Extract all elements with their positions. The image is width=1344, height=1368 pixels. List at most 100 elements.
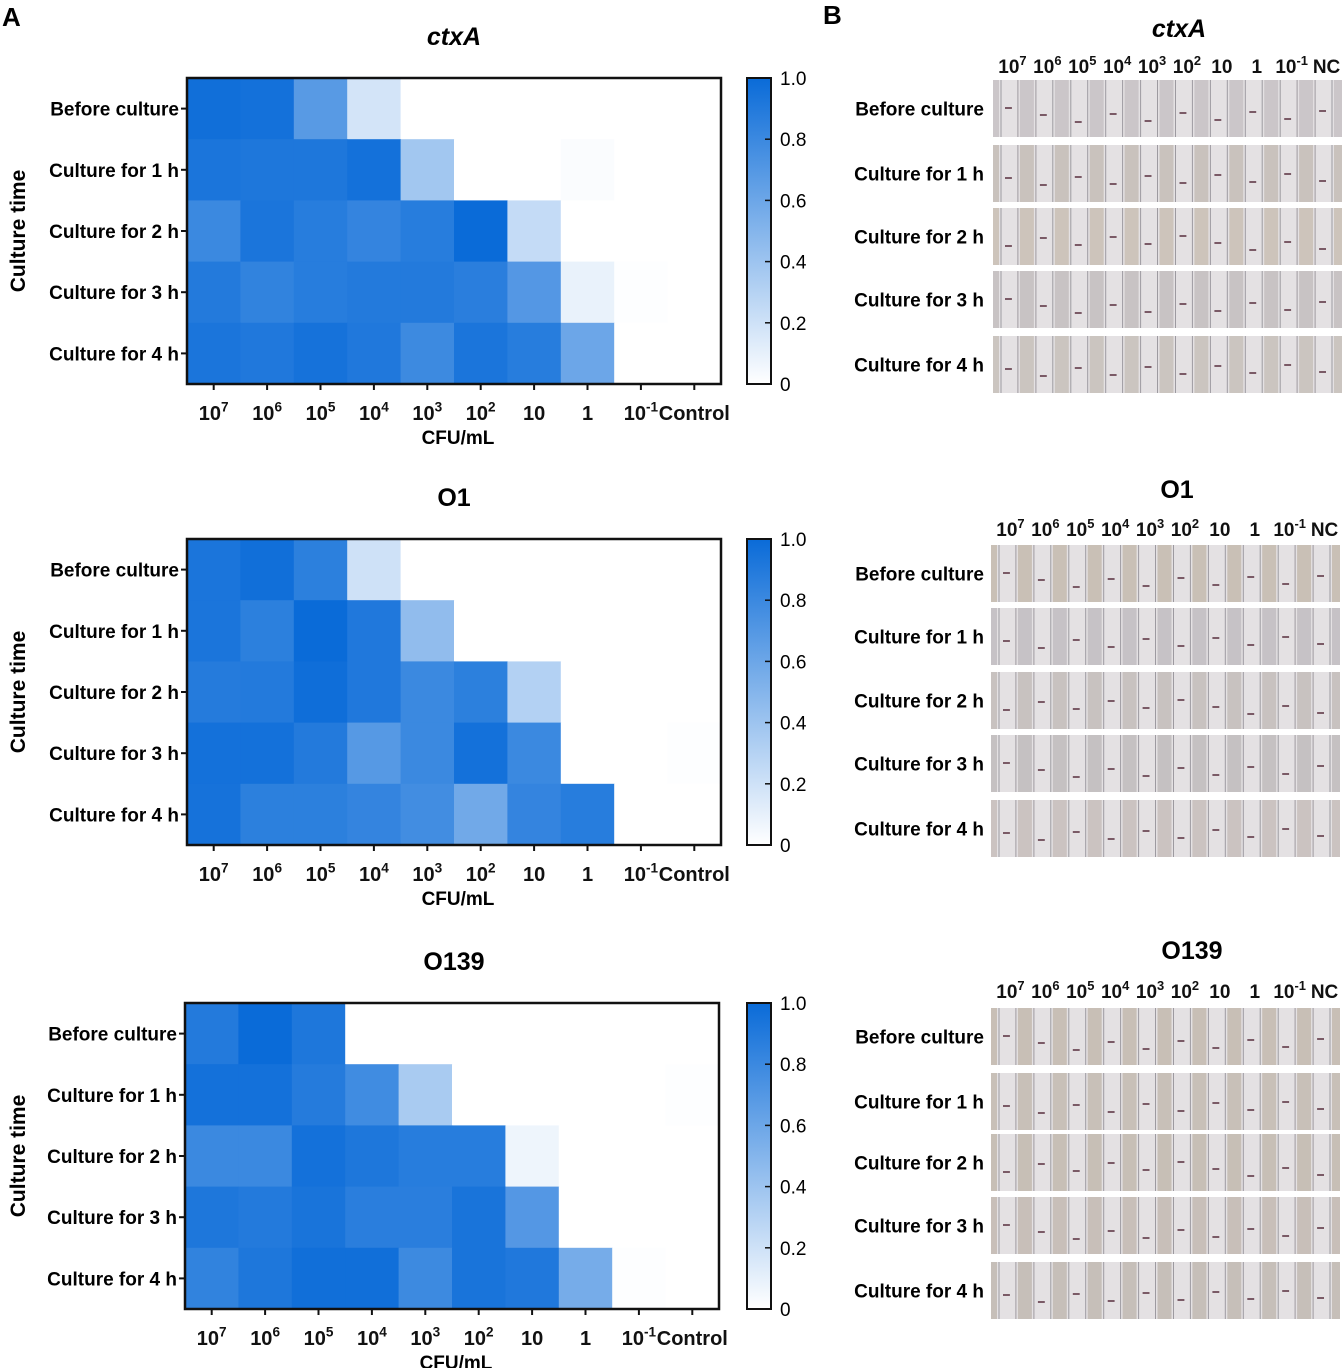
heatmap-cell bbox=[400, 200, 455, 263]
strip-column-label: 10 bbox=[1211, 57, 1232, 78]
x-tick-label: 102 bbox=[466, 861, 496, 886]
heatmap-cell bbox=[347, 78, 402, 140]
heatmap-cell bbox=[187, 661, 241, 724]
test-strip bbox=[1066, 672, 1088, 729]
y-tick-label: Culture for 2 h bbox=[49, 222, 179, 243]
test-strip bbox=[1241, 800, 1263, 857]
x-axis-label: CFU/mL bbox=[422, 428, 495, 449]
strip-column-label: 104 bbox=[1101, 516, 1130, 541]
heatmap-cell bbox=[238, 1064, 293, 1126]
test-strip bbox=[1313, 145, 1334, 202]
heatmap-cell bbox=[454, 661, 508, 724]
strip-panel-1: O1 107 106 105 104 103 102 10 1 10-1 NC Before cult… bbox=[854, 476, 1340, 857]
colorbar-tick-label: 0.2 bbox=[780, 775, 806, 796]
test-strip bbox=[997, 800, 1018, 857]
heatmap-cell bbox=[560, 600, 615, 662]
panel-label-b: B bbox=[823, 0, 842, 30]
panel-label-a: A bbox=[2, 2, 21, 32]
heatmap-cell bbox=[558, 1186, 613, 1249]
strip-column-label: 105 bbox=[1066, 516, 1094, 541]
strip-column-label: 10-1 bbox=[1273, 516, 1306, 541]
test-strip bbox=[1101, 545, 1123, 602]
y-axis-label: Culture time bbox=[7, 1095, 30, 1218]
strip-row-label: Culture for 3 h bbox=[854, 291, 984, 312]
heatmap-cell bbox=[293, 600, 348, 662]
strip-column-label: 107 bbox=[998, 53, 1026, 78]
heatmap-cell bbox=[667, 78, 722, 140]
x-tick-label: Control bbox=[657, 1328, 728, 1350]
colorbar-tick-label: 0.2 bbox=[780, 1239, 806, 1260]
heatmap-cell bbox=[614, 600, 669, 662]
heatmap-cell bbox=[398, 1125, 453, 1188]
test-strip bbox=[1243, 336, 1265, 393]
test-strip bbox=[1066, 735, 1088, 792]
heatmap-cell bbox=[560, 200, 615, 263]
test-strip bbox=[1031, 1262, 1053, 1319]
heatmap-cell bbox=[240, 722, 295, 785]
heatmap-cell bbox=[293, 200, 348, 263]
heatmap-cell bbox=[665, 1003, 720, 1065]
heatmap-cell bbox=[291, 1125, 346, 1188]
heatmap-cell bbox=[400, 78, 455, 140]
test-strip bbox=[1208, 271, 1230, 328]
heatmap-cell bbox=[667, 539, 722, 601]
test-strip bbox=[1313, 80, 1334, 137]
heatmap-cell bbox=[398, 1247, 453, 1310]
heatmap-cell bbox=[454, 322, 508, 385]
heatmap-cell bbox=[612, 1186, 667, 1249]
heatmap-cell bbox=[238, 1186, 293, 1249]
test-strip bbox=[1311, 1008, 1332, 1065]
heatmap-cell bbox=[291, 1064, 346, 1126]
x-tick-label: 10 bbox=[523, 864, 545, 886]
test-strip bbox=[1206, 1262, 1228, 1319]
heatmap-cell bbox=[240, 139, 295, 201]
test-strip bbox=[1136, 1008, 1158, 1065]
heatmap-cell bbox=[507, 539, 562, 601]
heatmap-cell bbox=[560, 322, 615, 385]
strip-column-label: 10-1 bbox=[1275, 53, 1308, 78]
colorbar-tick-label: 0.6 bbox=[780, 1116, 806, 1137]
x-tick-label: 103 bbox=[412, 861, 442, 886]
heatmap-cell bbox=[507, 139, 562, 201]
strip-column-label: 106 bbox=[1031, 516, 1059, 541]
heatmap-cell bbox=[614, 322, 669, 385]
heatmap-cell bbox=[240, 322, 295, 385]
test-strip bbox=[1171, 1008, 1193, 1065]
test-strip bbox=[1138, 80, 1160, 137]
colorbar-tick-label: 0.2 bbox=[780, 314, 806, 335]
test-strip bbox=[1173, 336, 1195, 393]
heatmap-cell bbox=[454, 139, 508, 201]
test-strip bbox=[1173, 145, 1195, 202]
heatmap-cell bbox=[240, 539, 295, 601]
strip-row-label: Culture for 4 h bbox=[854, 356, 984, 377]
test-strip bbox=[999, 208, 1020, 265]
heatmap-cell bbox=[347, 539, 402, 601]
heatmap-cell bbox=[612, 1247, 667, 1310]
strip-column-label: 10-1 bbox=[1273, 978, 1306, 1003]
strip-panel-title: O1 bbox=[1160, 476, 1193, 504]
test-strip bbox=[1208, 80, 1230, 137]
heatmap-cell bbox=[558, 1247, 613, 1310]
strip-column-label: 107 bbox=[996, 978, 1024, 1003]
colorbar-tick-label: 0.4 bbox=[780, 253, 807, 274]
heatmap-cell bbox=[614, 261, 669, 324]
test-strip bbox=[1138, 271, 1160, 328]
test-strip bbox=[999, 336, 1020, 393]
colorbar-tick-label: 0.4 bbox=[780, 1178, 807, 1199]
x-tick-label: 106 bbox=[250, 1325, 280, 1350]
heatmap-cell bbox=[345, 1003, 400, 1065]
heatmap-cell bbox=[187, 261, 241, 324]
heatmap-cell bbox=[505, 1186, 560, 1249]
test-strip bbox=[1101, 1262, 1123, 1319]
heatmap-cell bbox=[398, 1186, 453, 1249]
test-strip bbox=[1206, 735, 1228, 792]
test-strip bbox=[1311, 800, 1332, 857]
heatmap-cell bbox=[293, 783, 348, 846]
heatmap-cell bbox=[345, 1186, 400, 1249]
heatmap-cell bbox=[400, 600, 455, 662]
colorbar-tick-label: 0.6 bbox=[780, 191, 806, 212]
x-tick-label: 106 bbox=[252, 861, 282, 886]
test-strip bbox=[1171, 800, 1193, 857]
heatmap-cell bbox=[293, 539, 348, 601]
